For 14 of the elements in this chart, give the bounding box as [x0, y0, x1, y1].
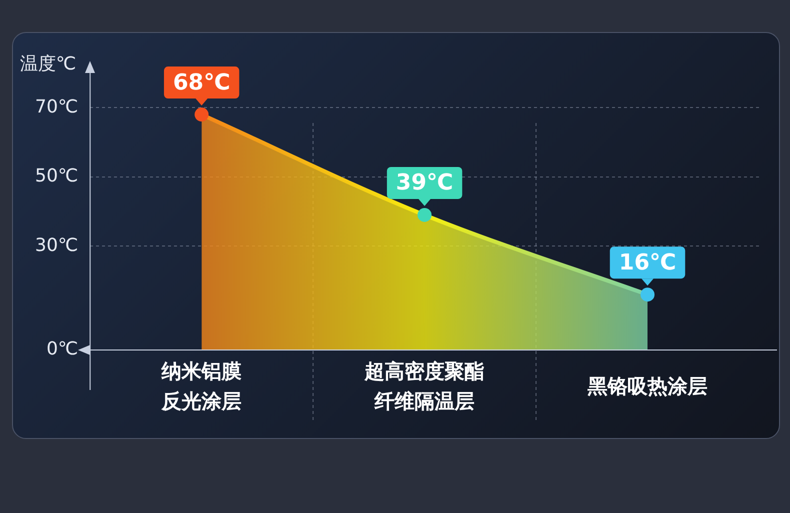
x-tick-label: 超高密度聚酯纤维隔温层	[364, 359, 485, 414]
y-tick-label: 70℃	[34, 96, 78, 118]
x-tick-label: 纳米铝膜反光涂层	[160, 359, 242, 414]
y-axis-title: 温度℃	[20, 54, 76, 75]
point	[418, 208, 432, 222]
y-tick-label: 50℃	[34, 166, 78, 187]
y-tick-label: 0℃	[46, 338, 78, 360]
point	[640, 288, 655, 302]
point	[194, 108, 209, 122]
x-tick-label: 黑铬吸热涂层	[586, 374, 708, 398]
data-label: 39℃	[396, 170, 454, 196]
data-label: 16℃	[618, 250, 676, 276]
y-tick-label: 30℃	[34, 234, 78, 256]
data-label: 68℃	[172, 70, 230, 96]
